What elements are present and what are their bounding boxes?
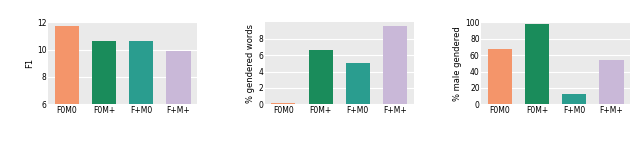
Bar bbox=[525, 24, 549, 104]
Bar bbox=[488, 49, 512, 104]
Bar bbox=[92, 41, 116, 149]
Bar bbox=[600, 60, 623, 104]
Bar bbox=[55, 27, 79, 149]
Y-axis label: F1: F1 bbox=[25, 58, 34, 68]
Bar bbox=[346, 63, 370, 104]
Bar bbox=[563, 94, 586, 104]
Bar bbox=[308, 50, 333, 104]
Bar bbox=[383, 27, 407, 104]
Bar bbox=[129, 41, 154, 149]
Bar bbox=[271, 103, 296, 104]
Y-axis label: % gendered words: % gendered words bbox=[246, 24, 255, 103]
Y-axis label: % male gendered: % male gendered bbox=[453, 26, 462, 101]
Bar bbox=[166, 51, 191, 149]
